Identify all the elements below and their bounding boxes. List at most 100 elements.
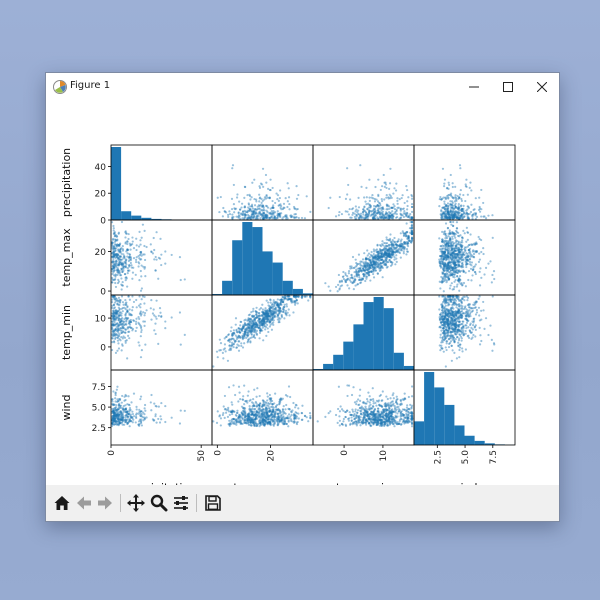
data-point <box>479 267 482 270</box>
data-point <box>357 262 360 266</box>
data-point <box>410 229 414 232</box>
data-point <box>371 216 374 219</box>
data-point <box>157 342 160 345</box>
data-point <box>445 243 448 246</box>
data-point <box>380 211 383 214</box>
data-point <box>246 211 249 214</box>
data-point <box>116 263 120 267</box>
data-point <box>456 216 459 220</box>
data-point <box>284 197 287 200</box>
title-bar[interactable]: Figure 1 <box>46 73 559 101</box>
data-point <box>389 206 393 209</box>
data-point <box>355 264 358 267</box>
data-point <box>469 255 472 258</box>
data-point <box>387 244 391 247</box>
data-point <box>273 216 276 219</box>
data-point <box>139 335 142 338</box>
data-point <box>120 295 124 298</box>
data-point <box>374 256 377 259</box>
data-point <box>404 241 407 245</box>
data-point <box>403 242 407 245</box>
data-point <box>226 359 230 362</box>
data-point <box>365 196 368 199</box>
data-point <box>385 247 388 250</box>
maximize-button[interactable] <box>491 73 525 101</box>
data-point <box>123 399 126 402</box>
data-point <box>267 330 270 334</box>
data-point <box>357 209 360 212</box>
data-point <box>249 205 252 208</box>
data-point <box>458 196 461 199</box>
data-point <box>395 216 398 219</box>
data-point <box>287 308 290 311</box>
data-point <box>218 338 221 341</box>
data-point <box>117 232 120 235</box>
data-point <box>383 241 386 245</box>
data-point <box>238 215 241 218</box>
figure-canvas[interactable]: precipitation 0 20 40 temp_max 0 20 temp_min 0 10… <box>46 101 559 494</box>
data-point <box>459 214 462 218</box>
data-point <box>243 342 246 345</box>
data-point <box>399 245 402 248</box>
data-point <box>128 298 131 301</box>
data-point <box>250 213 253 216</box>
data-point <box>444 328 447 331</box>
data-point <box>258 211 261 214</box>
histogram-bar <box>343 341 354 370</box>
data-point <box>454 206 457 209</box>
data-point <box>380 208 383 212</box>
data-point <box>439 349 442 352</box>
data-point <box>395 243 398 246</box>
data-point <box>377 252 381 256</box>
data-point <box>387 253 390 256</box>
data-point <box>385 258 388 261</box>
data-point <box>362 208 365 211</box>
data-point <box>452 328 455 331</box>
data-point <box>474 251 477 254</box>
data-point <box>467 278 470 282</box>
data-point <box>286 182 289 185</box>
data-point <box>449 203 453 206</box>
data-point <box>234 207 238 210</box>
data-point <box>229 330 232 333</box>
data-point <box>140 330 143 334</box>
data-point <box>460 213 464 216</box>
data-point <box>349 198 352 201</box>
data-point <box>129 243 133 247</box>
close-button[interactable] <box>525 73 559 101</box>
data-point <box>462 207 465 210</box>
data-point <box>380 254 383 257</box>
data-point <box>439 326 443 329</box>
data-point <box>362 216 365 219</box>
data-point <box>406 200 409 203</box>
data-point <box>454 338 457 341</box>
data-point <box>340 212 344 216</box>
data-point <box>455 285 459 288</box>
data-point <box>478 326 481 329</box>
data-point <box>359 264 362 267</box>
data-point <box>111 246 114 249</box>
data-point <box>128 264 131 267</box>
data-point <box>461 315 464 318</box>
data-point <box>129 259 132 262</box>
data-point <box>376 254 380 258</box>
data-point <box>140 250 143 254</box>
data-point <box>384 259 387 262</box>
data-point <box>244 216 247 219</box>
data-point <box>449 217 452 220</box>
data-point <box>329 289 332 292</box>
data-point <box>456 211 459 214</box>
data-point <box>465 185 468 188</box>
data-point <box>143 416 146 419</box>
data-point <box>349 216 352 219</box>
data-point <box>449 208 452 211</box>
data-point <box>274 201 277 205</box>
data-point <box>451 200 454 203</box>
data-point <box>464 248 467 252</box>
data-point <box>388 247 391 250</box>
data-point <box>160 401 163 405</box>
data-point <box>364 213 368 216</box>
data-point <box>124 418 127 421</box>
minimize-button[interactable] <box>457 73 491 101</box>
